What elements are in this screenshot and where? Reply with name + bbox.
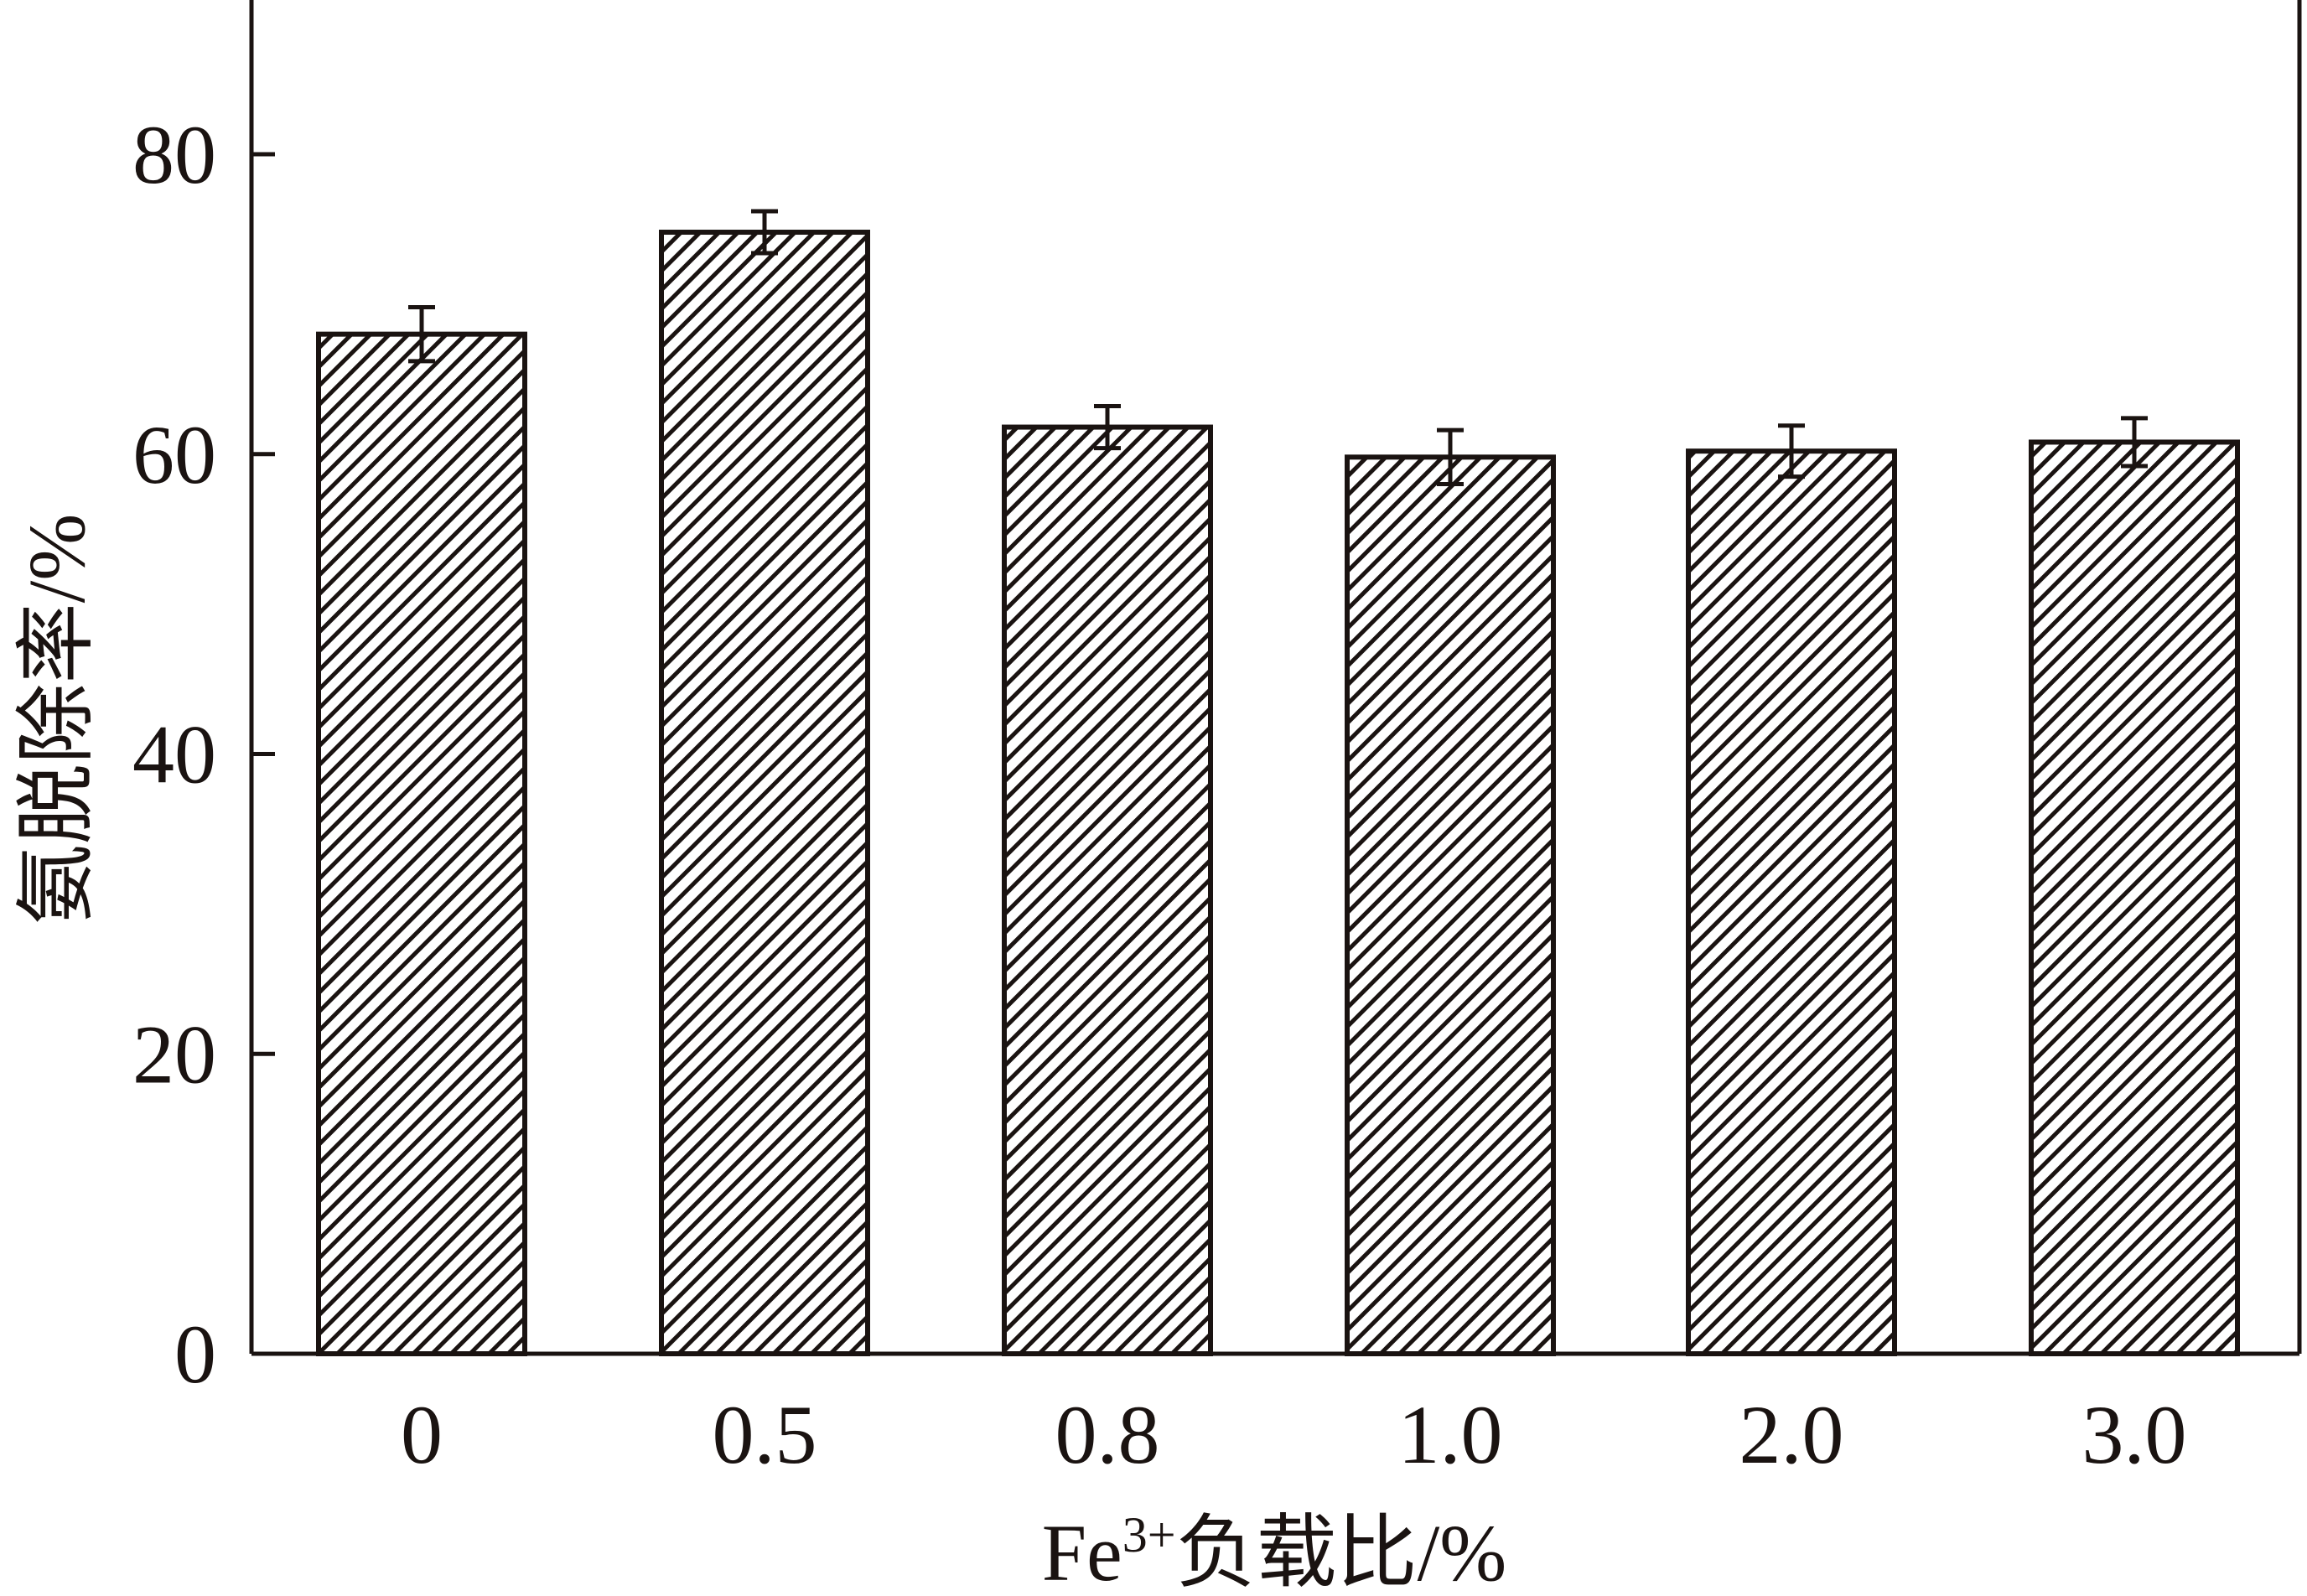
error-bar-3-0 (2121, 416, 2148, 469)
bar-1-0 (1345, 454, 1556, 1356)
bar-0-5 (659, 230, 870, 1356)
error-bars-layer (408, 209, 2148, 487)
error-bar-2-0 (1778, 423, 1805, 479)
error-bar-0-5 (751, 209, 778, 256)
x-tick-label: 1.0 (1398, 1388, 1503, 1481)
x-axis-title-superscript: 3+ (1122, 1507, 1176, 1562)
error-bar-0-8 (1094, 404, 1121, 451)
y-tick-label: 20 (132, 1008, 216, 1101)
error-bar-1-0 (1437, 428, 1464, 487)
x-tick-label: 0.5 (713, 1388, 817, 1481)
x-axis-title-rest: 负载比/% (1176, 1508, 1507, 1592)
y-axis-title: 氨脱除率/% (12, 514, 101, 925)
y-tick-label: 0 (174, 1308, 216, 1401)
bars-layer (316, 230, 2240, 1357)
y-tick-label: 60 (132, 408, 216, 501)
axes (249, 0, 2302, 1356)
y-tick-label: 40 (132, 708, 216, 801)
x-tick-label: 2.0 (1739, 1388, 1844, 1481)
bar-2-0 (1686, 448, 1897, 1356)
bar-0 (316, 331, 527, 1356)
y-tick-label: 80 (132, 108, 216, 201)
y-ticks: 0 20 40 60 80 (132, 108, 275, 1401)
x-axis-title: Fe3+负载比/% (1042, 1507, 1506, 1592)
x-tick-label: 0 (401, 1388, 443, 1481)
error-bar-0 (408, 304, 435, 364)
x-tick-label: 0.8 (1055, 1388, 1160, 1481)
x-tick-label: 3.0 (2082, 1388, 2187, 1481)
bar-0-8 (1002, 424, 1213, 1356)
bar-3-0 (2029, 439, 2240, 1357)
x-ticks: 0 0.5 0.8 1.0 2.0 3.0 (401, 1388, 2187, 1481)
x-axis-title-base: Fe (1042, 1508, 1122, 1592)
